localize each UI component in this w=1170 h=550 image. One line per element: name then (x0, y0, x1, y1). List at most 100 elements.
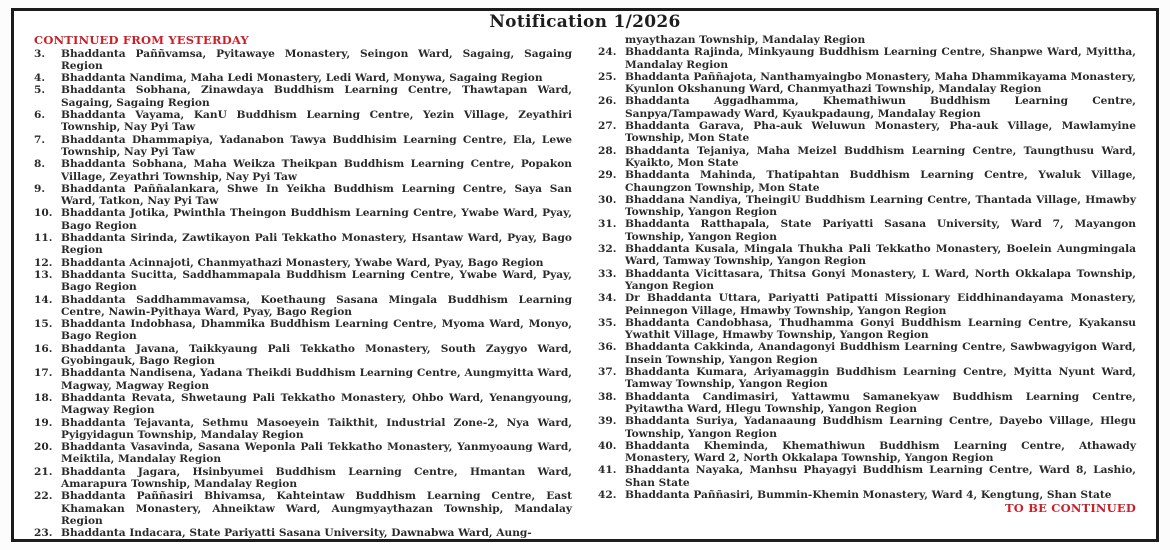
item-number: 14. (34, 293, 53, 306)
list-item: 15. Bhaddanta Indobhasa, Dhammika Buddhis… (34, 318, 572, 343)
item-text: Bhaddanta Aggadhamma, Khemathiwun Buddhi… (625, 95, 1136, 120)
item-text: Bhaddanta Vayama, KanU Buddhism Learning… (61, 109, 572, 134)
left-column: CONTINUED FROM YESTERDAY 3. Bhaddanta Pañ… (34, 34, 572, 539)
item-text: Bhaddanta Rajinda, Minkyaung Buddhism Le… (625, 46, 1136, 71)
item-number: 12. (34, 256, 53, 269)
item-text: Bhaddanta Sirinda, Zawtikayon Pali Tekka… (61, 232, 572, 257)
item-number: 41. (598, 464, 617, 477)
item-text: Bhaddanta Indobhasa, Dhammika Buddhism L… (61, 318, 572, 343)
item-number: 21. (34, 465, 53, 478)
item-text: Bhaddanta Acinnajoti, Chanmyathazi Monas… (61, 256, 544, 269)
list-item: 13. Bhaddanta Sucitta, Saddhammapala Budd… (34, 269, 572, 294)
list-item: 40. Bhaddanta Kheminda, Khemathiwun Buddh… (598, 440, 1136, 465)
list-item: 39. Bhaddanta Suriya, Yadanaaung Buddhism… (598, 415, 1136, 440)
item-number: 42. (598, 488, 617, 501)
item-number: 23. (34, 527, 53, 540)
to-be-continued-label: TO BE CONTINUED (1005, 501, 1136, 516)
item-text: Bhaddanta Paññalankara, Shwe In Yeikha B… (61, 182, 572, 208)
item-number: 37. (598, 366, 617, 379)
two-column-layout: CONTINUED FROM YESTERDAY 3. Bhaddanta Pañ… (34, 34, 1136, 539)
list-item: 37. Bhaddanta Kumara, Ariyamaggin Buddhis… (598, 366, 1136, 391)
item-text: Bhaddanta Kumara, Ariyamaggin Buddhism L… (625, 366, 1136, 391)
list-item: 9. Bhaddanta Paññalankara, Shwe In Yeikha… (34, 183, 572, 208)
list-item: 16. Bhaddanta Javana, Taikkyaung Pali Tek… (34, 343, 572, 368)
item-text: Bhaddanta Nandima, Maha Ledi Monastery, … (61, 72, 543, 85)
item-text: Bhaddanta Kusala, Mingala Thukha Pali Te… (625, 243, 1136, 268)
item-text: Bhaddanta Revata, Shwetaung Pali Tekkath… (61, 391, 572, 417)
item-text: Bhaddanta Jagara, Hsinbyumei Buddhism Le… (61, 465, 572, 490)
item-text: Bhaddanta Sobhana, Maha Weikza Theikpan … (61, 158, 572, 183)
item-number: 11. (34, 232, 53, 245)
item-text: Bhaddanta Mahinda, Thatipahtan Buddhism … (625, 169, 1136, 194)
item-text: Bhaddanta Paññvamsa, Pyitawaye Monastery… (61, 47, 572, 72)
list-item: 10. Bhaddanta Jotika, Pwinthla Theingon B… (34, 207, 572, 232)
list-item: 36. Bhaddanta Cakkinda, Anandagonyi Buddh… (598, 341, 1136, 366)
page-title: Notification 1/2026 (489, 12, 681, 32)
item-number: 39. (598, 415, 617, 428)
item-text: Bhaddanta Ratthapala, State Pariyatti Sa… (625, 218, 1136, 243)
item-text: Bhaddanta Suriya, Yadanaaung Buddhism Le… (625, 415, 1136, 440)
item-number: 32. (598, 243, 617, 256)
list-item: 23. Bhaddanta Indacara, State Pariyatti S… (34, 527, 572, 539)
item-text: Bhaddanta Cakkinda, Anandagonyi Buddhism… (625, 341, 1136, 366)
item-number: 29. (598, 169, 617, 182)
list-item: 38. Bhaddanta Candimasiri, Yattawmu Saman… (598, 391, 1136, 416)
item-number: 25. (598, 70, 617, 83)
item-number: 22. (34, 490, 53, 503)
list-item: 19. Bhaddanta Tejavanta, Sethmu Masoeyein… (34, 417, 572, 442)
list-item: 21. Bhaddanta Jagara, Hsinbyumei Buddhism… (34, 466, 572, 491)
list-item: 41. Bhaddanta Nayaka, Manhsu Phayagyi Bud… (598, 464, 1136, 489)
item-number: 6. (34, 109, 46, 122)
item-number: 8. (34, 158, 46, 171)
item-text: Bhaddanta Indacara, State Pariyatti Sasa… (61, 527, 532, 540)
item-number: 40. (598, 439, 617, 452)
item-number: 5. (34, 84, 46, 97)
item-number: 35. (598, 316, 617, 329)
item-text: Bhaddanta Tejaniya, Maha Meizel Buddhism… (625, 144, 1136, 169)
notification-sheet: Notification 1/2026 CONTINUED FROM YESTE… (11, 8, 1159, 542)
item-number: 36. (598, 341, 617, 354)
list-item: 32. Bhaddanta Kusala, Mingala Thukha Pali… (598, 243, 1136, 268)
list-item: 3. Bhaddanta Paññvamsa, Pyitawaye Monaste… (34, 48, 572, 73)
item-number: 4. (34, 72, 46, 85)
item-text: Bhaddanta Candobhasa, Thudhamma Gonyi Bu… (625, 316, 1136, 342)
list-item: 27. Bhaddanta Garava, Pha-auk Weluwun Mon… (598, 120, 1136, 145)
item-text: Bhaddanta Sobhana, Zinawdaya Buddhism Le… (61, 84, 572, 109)
list-item: 30. Bhaddana Nandiya, TheingiU Buddhism L… (598, 194, 1136, 219)
item-number: 17. (34, 367, 53, 380)
item-text: Bhaddanta Paññasiri Bhivamsa, Kahteintaw… (61, 490, 572, 527)
item-text: Bhaddanta Paññajota, Nanthamyaingbo Mona… (625, 70, 1136, 96)
item-number: 31. (598, 218, 617, 231)
item-number: 24. (598, 46, 617, 59)
item-text: Bhaddanta Kheminda, Khemathiwun Buddhism… (625, 439, 1136, 465)
item-number: 26. (598, 95, 617, 108)
item-number: 19. (34, 416, 53, 429)
item-number: 38. (598, 390, 617, 403)
item-number: 3. (34, 47, 46, 60)
item-text: Bhaddanta Garava, Pha-auk Weluwun Monast… (625, 120, 1136, 145)
item-number: 10. (34, 207, 53, 220)
item-text: Bhaddanta Vicittasara, Thitsa Gonyi Mona… (625, 267, 1136, 292)
item-number: 20. (34, 441, 53, 454)
list-item: 24. Bhaddanta Rajinda, Minkyaung Buddhism… (598, 46, 1136, 71)
list-item: 6. Bhaddanta Vayama, KanU Buddhism Learni… (34, 109, 572, 134)
item-text: Bhaddanta Saddhammavamsa, Koethaung Sasa… (61, 293, 572, 318)
item-text: Bhaddanta Sucitta, Saddhammapala Buddhis… (61, 268, 572, 294)
list-item: 7. Bhaddanta Dhammapiya, Yadanabon Tawya … (34, 134, 572, 159)
item-number: 27. (598, 120, 617, 133)
item-text: Bhaddanta Jotika, Pwinthla Theingon Budd… (61, 207, 572, 232)
item-text: Bhaddanta Tejavanta, Sethmu Masoeyein Ta… (61, 416, 572, 441)
list-item: 26. Bhaddanta Aggadhamma, Khemathiwun Bud… (598, 95, 1136, 120)
item-text: Bhaddana Nandiya, TheingiU Buddhism Lear… (625, 193, 1136, 219)
list-item: 28. Bhaddanta Tejaniya, Maha Meizel Buddh… (598, 145, 1136, 170)
item-number: 15. (34, 318, 53, 331)
list-item: 29. Bhaddanta Mahinda, Thatipahtan Buddhi… (598, 169, 1136, 194)
item-text: Bhaddanta Nayaka, Manhsu Phayagyi Buddhi… (625, 464, 1136, 489)
item-23-continuation-text: myaythazan Township, Mandalay Region (625, 34, 866, 46)
list-item: 20. Bhaddanta Vasavinda, Sasana Weponla P… (34, 441, 572, 466)
list-item: 42. Bhaddanta Paññasiri, Bummin-Khemin Mo… (598, 489, 1136, 501)
list-item: 12. Bhaddanta Acinnajoti, Chanmyathazi Mo… (34, 257, 572, 269)
item-text: Bhaddanta Paññasiri, Bummin-Khemin Monas… (625, 488, 1112, 501)
list-item: 14. Bhaddanta Saddhammavamsa, Koethaung S… (34, 294, 572, 319)
list-item: 18. Bhaddanta Revata, Shwetaung Pali Tekk… (34, 392, 572, 417)
